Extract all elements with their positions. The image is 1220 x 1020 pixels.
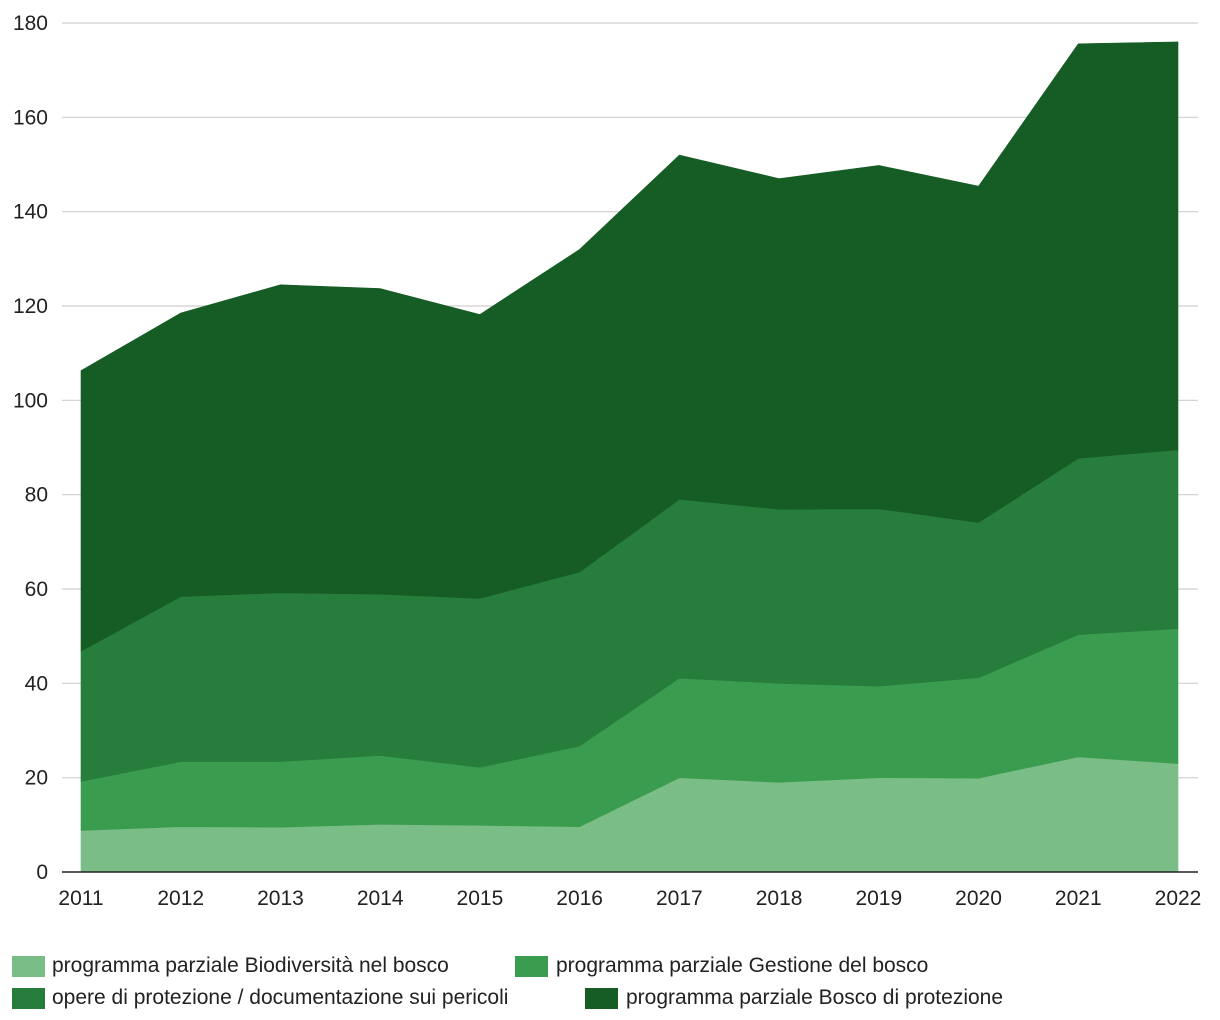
legend-label: opere di protezione / documentazione sui… xyxy=(52,986,508,1009)
axes: 0 20 40 60 80 100 120 140 160 180 2011 2012 2013 2014… xyxy=(13,12,1201,910)
x-tick-label: 2011 xyxy=(58,887,103,910)
legend-swatch xyxy=(585,988,618,1009)
legend-swatch xyxy=(515,956,548,977)
y-tick-label: 0 xyxy=(36,861,48,884)
legend-swatch xyxy=(12,956,45,977)
x-tick-label: 2022 xyxy=(1155,887,1202,910)
x-tick-label: 2018 xyxy=(756,887,803,910)
legend-item: opere di protezione / documentazione sui… xyxy=(12,986,508,1009)
legend: programma parziale Biodiversità nel bosc… xyxy=(12,954,1003,1009)
x-tick-label: 2014 xyxy=(357,887,404,910)
y-tick-label: 100 xyxy=(13,389,48,412)
areas xyxy=(80,41,1179,873)
y-tick-label: 20 xyxy=(25,767,48,790)
x-tick-label: 2017 xyxy=(656,887,703,910)
x-tick-label: 2012 xyxy=(157,887,204,910)
x-tick-label: 2021 xyxy=(1055,887,1102,910)
y-tick-label: 160 xyxy=(13,106,48,129)
y-tick-label: 140 xyxy=(13,201,48,224)
y-tick-label: 180 xyxy=(13,12,48,35)
area-series-4 xyxy=(80,41,1179,652)
x-tick-label: 2019 xyxy=(855,887,902,910)
legend-swatch xyxy=(12,988,45,1009)
legend-item: programma parziale Biodiversità nel bosc… xyxy=(12,954,449,977)
x-tick-label: 2016 xyxy=(556,887,603,910)
legend-item: programma parziale Bosco di protezione xyxy=(585,986,1003,1009)
y-tick-label: 80 xyxy=(25,484,48,507)
y-tick-label: 60 xyxy=(25,578,48,601)
x-tick-label: 2015 xyxy=(457,887,504,910)
y-tick-label: 120 xyxy=(13,295,48,318)
y-tick-label: 40 xyxy=(25,672,48,695)
x-tick-label: 2013 xyxy=(257,887,304,910)
x-tick-label: 2020 xyxy=(955,887,1002,910)
legend-label: programma parziale Gestione del bosco xyxy=(556,954,928,977)
legend-label: programma parziale Bosco di protezione xyxy=(626,986,1003,1009)
legend-item: programma parziale Gestione del bosco xyxy=(515,954,928,977)
legend-label: programma parziale Biodiversità nel bosc… xyxy=(52,954,449,977)
